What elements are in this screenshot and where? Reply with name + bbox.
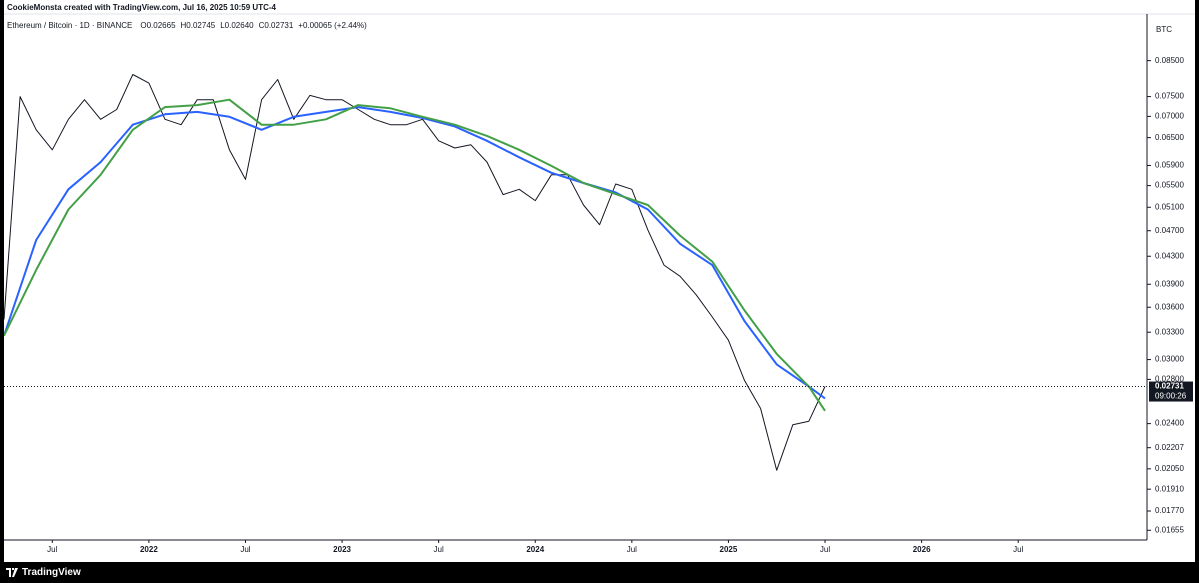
unit-label: BTC: [1156, 25, 1172, 34]
y-tick-label: 0.01655: [1155, 525, 1184, 534]
x-tick-label: 2024: [526, 545, 544, 554]
ohlc-value: O0.02665: [140, 21, 176, 30]
y-tick-label: 0.05900: [1155, 161, 1184, 170]
ohlc-value: H0.02745: [181, 21, 216, 30]
y-tick-label: 0.02800: [1155, 374, 1184, 383]
x-tick-label: 2022: [140, 545, 158, 554]
x-tick-label: Jul: [627, 545, 637, 554]
x-tick-label: Jul: [240, 545, 250, 554]
chart-frame: CookieMonsta created with TradingView.co…: [3, 0, 1195, 562]
y-tick-label: 0.03000: [1155, 355, 1184, 364]
logo: [6, 568, 18, 577]
y-tick-label: 0.03600: [1155, 302, 1184, 311]
y-tick-label: 0.05100: [1155, 202, 1184, 211]
moving-average-line: [3, 98, 826, 412]
y-tick-label: 0.03300: [1155, 327, 1184, 336]
y-tick-label: 0.04700: [1155, 226, 1184, 235]
header: CookieMonsta created with TradingView.co…: [7, 3, 277, 12]
footer: TradingView: [0, 562, 1199, 583]
x-tick-label: Jul: [47, 545, 57, 554]
y-tick-label: 0.02207: [1155, 443, 1184, 452]
y-tick-label: 0.08500: [1155, 56, 1184, 65]
price-tag-countdown: 09:00:26: [1155, 392, 1187, 401]
price-tag-value: 0.02731: [1155, 382, 1184, 391]
y-tick-label: 0.01910: [1155, 484, 1184, 493]
x-tick-label: 2026: [913, 545, 931, 554]
y-tick-label: 0.03900: [1155, 279, 1184, 288]
y-tick-label: 0.07000: [1155, 111, 1184, 120]
y-tick-label: 0.02400: [1155, 419, 1184, 428]
x-tick-label: 2025: [720, 545, 738, 554]
ohlc-value: C0.02731: [259, 21, 294, 30]
brand: TradingView: [22, 567, 81, 578]
x-tick-label: Jul: [820, 545, 830, 554]
x-tick-label: Jul: [1013, 545, 1023, 554]
y-tick-label: 0.07500: [1155, 92, 1184, 101]
ohlc-value: +0.00065 (+2.44%): [298, 21, 367, 30]
x-tick-label: Jul: [434, 545, 444, 554]
y-tick-label: 0.05500: [1155, 181, 1184, 190]
y-tick-label: 0.02050: [1155, 464, 1184, 473]
chart: CookieMonsta created with TradingView.co…: [3, 3, 1195, 554]
y-tick-label: 0.01770: [1155, 506, 1184, 515]
y-tick-label: 0.04300: [1155, 251, 1184, 260]
ohlc-value: L0.02640: [220, 21, 254, 30]
y-tick-label: 0.06500: [1155, 133, 1184, 142]
symbol: Ethereum / Bitcoin · 1D · BINANCE: [7, 21, 132, 30]
price-tag: [1149, 381, 1193, 402]
x-tick-label: 2023: [333, 545, 351, 554]
price-line: [3, 74, 826, 471]
